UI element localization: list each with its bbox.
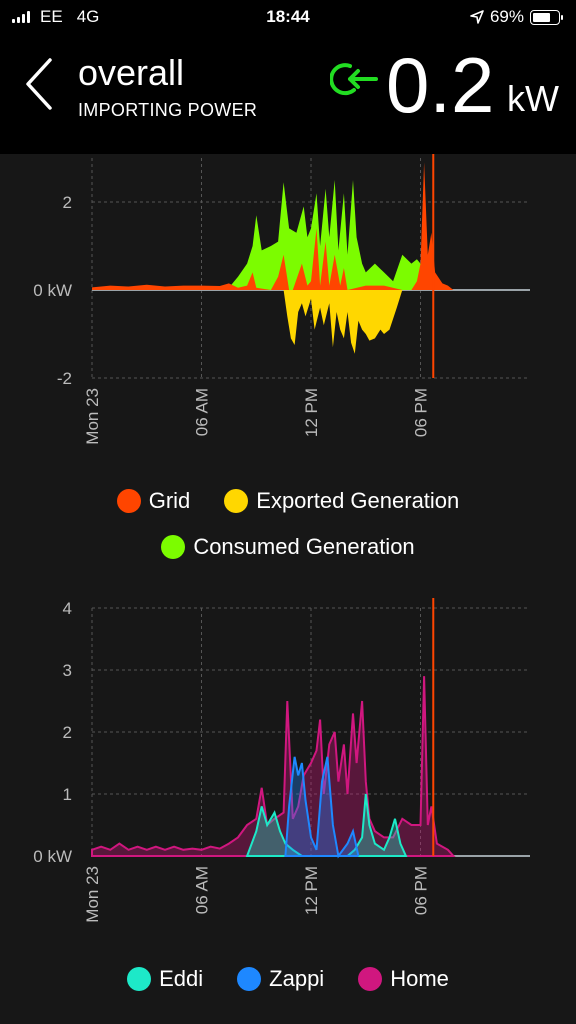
page-title: overall <box>78 52 185 93</box>
chart1-x-tick-label: Mon 23 <box>83 388 102 445</box>
chart2-x-tick-label: 06 AM <box>193 866 212 914</box>
chart2-x-tick-label: 06 PM <box>412 866 431 915</box>
legend-dot-home <box>358 967 383 991</box>
chart2-series-home <box>91 676 456 857</box>
clock: 18:44 <box>266 7 310 26</box>
chart2-y-tick-label: 4 <box>63 599 72 618</box>
chart2-y-tick-label: 2 <box>63 723 72 742</box>
legend-dot-grid <box>116 489 141 513</box>
consumption-chart[interactable]: 4 3 2 1 0 kW Mon 23 06 AM 12 PM 06 PM <box>0 590 576 950</box>
chart2-legend: Eddi Zappi Home <box>0 966 576 992</box>
import-power-icon <box>330 63 378 96</box>
chart2-y-tick-label: 1 <box>63 785 72 804</box>
legend-item-exported[interactable]: Exported Generation <box>224 488 459 514</box>
status-bar: EE 4G 18:44 69% <box>0 0 576 34</box>
legend-label-zappi: Zappi <box>269 966 325 991</box>
power-value: 0.2 <box>386 41 495 129</box>
header: overall IMPORTING POWER 0.2 kW <box>0 34 576 154</box>
chart2-series-zappi <box>284 756 360 859</box>
chart2-x-tick-label: 12 PM <box>302 866 321 915</box>
chart1-y-tick-label: 2 <box>63 193 72 212</box>
chart1-x-tick-label: 06 AM <box>193 388 212 436</box>
chart2-x-tick-label: Mon 23 <box>83 866 102 923</box>
legend-dot-zappi <box>237 967 262 991</box>
legend-item-zappi[interactable]: Zappi <box>237 966 324 992</box>
back-chevron-icon[interactable] <box>20 56 56 112</box>
legend-label-grid: Grid <box>148 488 191 513</box>
status-subtitle: IMPORTING POWER <box>78 100 258 120</box>
legend-label-home: Home <box>390 966 449 991</box>
chart2-y-tick-label: 3 <box>63 661 72 680</box>
chart1-y-tick-label: 0 kW <box>33 281 72 300</box>
chart1-legend-row2: Consumed Generation <box>0 534 576 560</box>
legend-label-eddi: Eddi <box>159 966 204 991</box>
network-label: 4G <box>76 7 100 26</box>
legend-label-consumed: Consumed Generation <box>193 534 415 559</box>
chart2-y-tick-label: 0 kW <box>33 847 72 866</box>
chart1-x-tick-label: 12 PM <box>302 388 321 437</box>
power-unit: kW <box>507 78 559 119</box>
chart1-series-consumed-generation <box>228 180 425 290</box>
location-arrow-icon <box>470 10 484 24</box>
legend-item-eddi[interactable]: Eddi <box>127 966 203 992</box>
status-left: EE 4G <box>12 7 99 27</box>
status-right: 69% <box>470 7 563 27</box>
legend-label-exported: Exported Generation <box>256 488 460 513</box>
signal-icon <box>12 11 30 23</box>
chart1-x-tick-label: 06 PM <box>412 388 431 437</box>
legend-dot-exported <box>224 489 249 513</box>
legend-item-grid[interactable]: Grid <box>116 488 191 514</box>
power-flow-chart[interactable]: 2 0 kW -2 Mon 23 06 AM 12 PM 06 PM <box>0 154 576 614</box>
battery-percent: 69% <box>489 7 524 26</box>
legend-dot-eddi <box>127 967 152 991</box>
battery-icon <box>530 9 563 25</box>
carrier-label: EE <box>40 7 63 26</box>
chart1-legend-row1: Grid Exported Generation <box>0 488 576 514</box>
legend-item-home[interactable]: Home <box>358 966 449 992</box>
chart1-series-exported-generation <box>283 290 403 354</box>
chart1-y-tick-label: -2 <box>57 369 72 388</box>
legend-item-consumed[interactable]: Consumed Generation <box>161 534 415 560</box>
legend-dot-consumed <box>161 535 186 559</box>
